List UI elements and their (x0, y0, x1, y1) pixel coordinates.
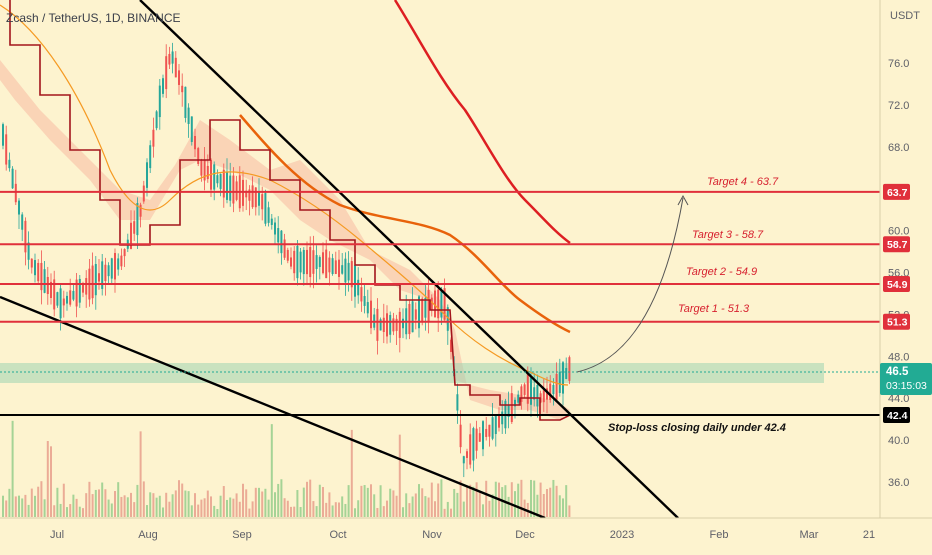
x-tick-label: Jul (50, 529, 64, 541)
x-tick-label: 21 (863, 529, 875, 541)
ma-red-line (393, 0, 571, 245)
price-axis (880, 0, 932, 550)
currency-label: USDT (890, 10, 920, 22)
projection-arrow (576, 197, 684, 373)
y-tick-label: 44.0 (888, 393, 909, 405)
x-tick-label: Nov (422, 529, 442, 541)
x-ticks: Jul Aug Sep Oct Nov Dec 2023 Feb Mar 21 (50, 529, 875, 541)
y-tick-label: 60.0 (888, 226, 909, 238)
target-badge-text: 58.7 (887, 239, 908, 251)
x-tick-label: Sep (232, 529, 252, 541)
target-4-label: Target 4 - 63.7 (707, 176, 779, 188)
volume-bars (2, 420, 571, 517)
y-tick-label: 76.0 (888, 58, 909, 70)
target-badge (883, 313, 910, 330)
y-tick-label: 72.0 (888, 100, 909, 112)
x-tick-label: Oct (329, 529, 346, 541)
y-tick-label: 68.0 (888, 142, 909, 154)
target-1-label: Target 1 - 51.3 (678, 303, 750, 315)
countdown-text: 03:15:03 (886, 380, 927, 392)
arrow-head (677, 194, 689, 206)
target-badge-text: 51.3 (887, 317, 908, 329)
x-tick-label: Aug (138, 529, 158, 541)
stop-loss-badge-text: 42.4 (887, 410, 908, 422)
target-badge-text: 63.7 (887, 187, 908, 199)
x-tick-label: Feb (710, 529, 729, 541)
stop-loss-label: Stop-loss closing daily under 42.4 (608, 422, 786, 434)
y-tick-label: 48.0 (888, 351, 909, 363)
y-tick-label: 36.0 (888, 477, 909, 489)
baseline-line (9, 0, 571, 421)
ma-200-line (239, 114, 571, 334)
target-badge (883, 276, 910, 293)
target-badge (883, 183, 910, 200)
target-badge-text: 54.9 (887, 279, 908, 291)
y-tick-label: 40.0 (888, 435, 909, 447)
upper-trendline (139, 0, 679, 519)
chart-title: Zcash / TetherUS, 1D, BINANCE (6, 11, 181, 25)
lower-trendline (0, 295, 546, 520)
price-badges: 63.7 58.7 54.9 51.3 42.4 46.5 03:15:03 (880, 183, 932, 423)
target-badge (883, 236, 910, 253)
time-axis (0, 518, 932, 550)
stop-loss-badge (883, 406, 910, 423)
target-2-label: Target 2 - 54.9 (686, 266, 757, 278)
x-tick-label: 2023 (610, 529, 634, 541)
support-zone (0, 363, 824, 383)
current-price-badge (880, 363, 932, 396)
x-tick-label: Dec (515, 529, 535, 541)
target-3-label: Target 3 - 58.7 (692, 229, 764, 241)
x-tick-label: Mar (800, 529, 819, 541)
candles (2, 42, 571, 478)
current-price-text: 46.5 (886, 366, 909, 378)
